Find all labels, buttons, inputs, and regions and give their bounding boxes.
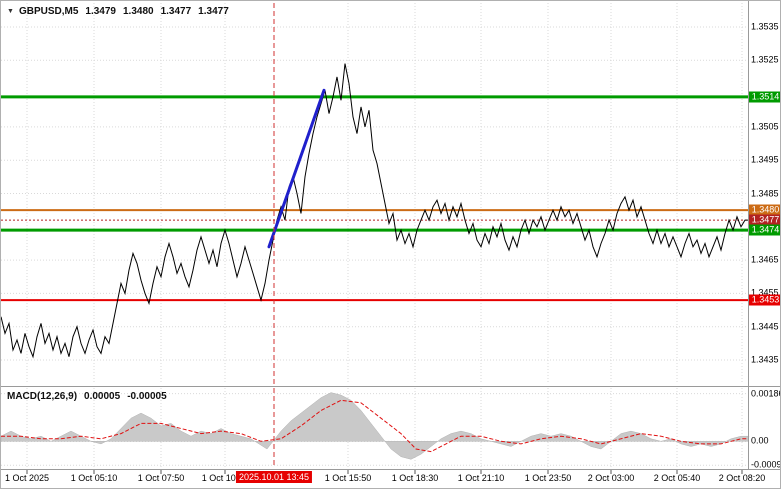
symbol-dropdown-icon[interactable]: ▼: [7, 8, 14, 15]
x-axis-label: 1 Oct 07:50: [137, 473, 185, 483]
macd-signal-line: [1, 399, 749, 453]
price-tag: 1.3474: [749, 224, 780, 236]
x-axis-label: 1 Oct 15:50: [324, 473, 372, 483]
price-line: [1, 63, 749, 359]
y-axis-label: 1.3495: [751, 154, 779, 165]
x-axis-label: 1 Oct 10:30: [201, 473, 249, 483]
x-axis-label: 1 Oct 05:10: [70, 473, 118, 483]
ohlc-open: 1.3479: [85, 6, 116, 17]
ohlc-low: 1.3477: [160, 6, 192, 17]
ohlc-high: 1.3480: [122, 6, 154, 17]
price-tag: 1.3514: [749, 91, 780, 103]
y-axis-label: 1.3465: [751, 254, 779, 265]
macd-axis-label: -0.00093: [751, 459, 780, 470]
y-axis-label: 1.3525: [751, 54, 779, 65]
macd-axis-label: 0.00186: [751, 388, 781, 399]
x-axis-label: 1 Oct 2025: [4, 473, 50, 483]
y-axis-label: 1.3435: [751, 354, 779, 365]
y-axis-label: 1.3455: [751, 287, 779, 298]
y-axis-label: 1.3485: [751, 188, 779, 198]
macd-label: MACD(12,26,9): [7, 391, 78, 402]
symbol-label: GBPUSD,M5: [18, 6, 79, 17]
ohlc-close: 1.3477: [198, 6, 229, 17]
time-axis-separator: [1, 469, 780, 470]
macd-histogram: [1, 392, 750, 460]
price-tag: 1.3477: [749, 214, 780, 226]
vline-time-label: 2025.10.01 13:45: [235, 471, 313, 483]
x-axis-label: 1 Oct 18:30: [391, 473, 439, 483]
y-axis-label: 1.3535: [751, 21, 779, 32]
x-axis-label: 2 Oct 05:40: [653, 473, 701, 483]
y-axis-label: 1.3505: [751, 121, 779, 132]
price-tag: 1.3480: [749, 204, 780, 216]
trend-line[interactable]: [267, 88, 326, 249]
y-axis-label: 1.3445: [751, 321, 779, 332]
x-axis-label: 2 Oct 08:20: [718, 473, 766, 483]
price-tag: 1.3453: [749, 294, 780, 306]
x-axis-label: 2 Oct 03:00: [587, 473, 635, 483]
macd-signal-value: -0.00005: [127, 391, 167, 402]
chart-header: ▼ GBPUSD,M5 1.3479 1.3480 1.3477 1.3477: [7, 6, 229, 17]
macd-header: MACD(12,26,9) 0.00005 -0.00005: [7, 391, 167, 402]
x-axis-label: 1 Oct 23:50: [524, 473, 572, 483]
price-pane[interactable]: [1, 1, 748, 386]
macd-axis-label: 0.00: [751, 435, 769, 446]
price-axis-divider: [748, 1, 749, 469]
macd-main-value: 0.00005: [84, 391, 121, 402]
x-axis-label: 1 Oct 21:10: [457, 473, 505, 483]
pane-separator[interactable]: [1, 386, 780, 387]
